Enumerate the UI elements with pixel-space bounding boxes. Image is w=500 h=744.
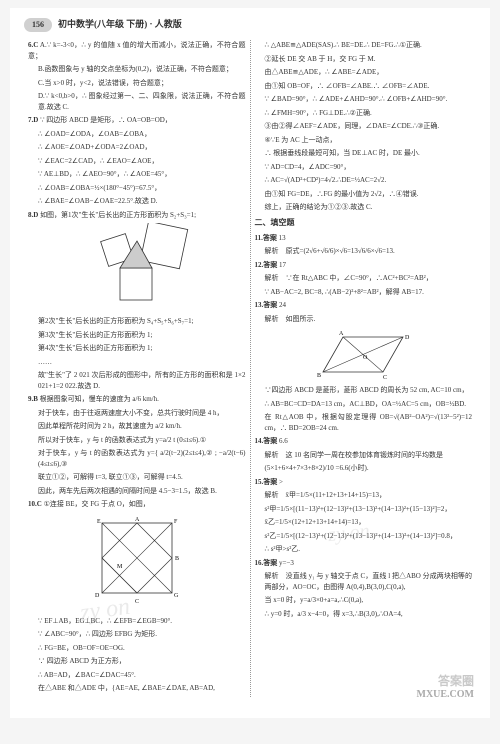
q16-e1: 解析 没直线 y₁ 与 y 轴交于点 C，直线 l 把△ABO 分成两块相等的两… (255, 571, 473, 592)
svg-text:E: E (97, 519, 101, 525)
q7-7: ∴ ∠BAE=∠OAB−∠OAE=22.5°.故选 D. (28, 196, 246, 207)
r-12: 由①知 FG=DE，∴FG 的最小值为 2√2，∴④错误. (255, 189, 473, 200)
svg-text:D: D (405, 335, 410, 341)
q10-7: 在△ABE 和△ADE 中，{AE=AE, ∠BAE=∠DAE, AB=AD, (28, 683, 246, 694)
svg-text:O: O (363, 355, 368, 361)
q16-e2: 当 x=0 时，y=a/3×0+a=a,∴C(0,a), (255, 595, 473, 606)
r-11: ∴ AC=√(AD²+CD²)=4√2.∴DE=½AC=2√2. (255, 175, 473, 186)
svg-text:B: B (175, 556, 179, 562)
q10: 10.C ①连接 BE，交 FG 于点 O，如图， (28, 499, 246, 510)
page-title: 初中数学(八年级 下册) · 人教版 (58, 18, 182, 32)
q9-2: 对于快车，由于往返两速度大小不变，总共行驶时间是 4 h， (28, 408, 246, 419)
q7-3: ∴ ∠AOE=∠OAD+∠ODA=2∠OAD， (28, 142, 246, 153)
r-4: 由①知 OB=OF，∴ ∠OFB=∠ABE.∴ ∠OFB=∠ADE. (255, 81, 473, 92)
r-5: ∵ ∠BAD=90°，∴ ∠ADE+∠AHD=90°.∴ ∠OFB+∠AHD=9… (255, 94, 473, 105)
q13-figure: A D B C O (313, 327, 413, 382)
q9-6: 联立①②，可解得 t=3, 联立①③，可解得 t=4.5. (28, 472, 246, 483)
q11: 11.答案 13 (255, 233, 473, 244)
q8-2: 第2次"生长"后长出的正方形面积为 S₄+S₅+S₆+S₇=1; (28, 316, 246, 327)
page-container: 156 初中数学(八年级 下册) · 人教版 6.C A.∵ k=-3<0，∴ … (10, 8, 490, 718)
q9-4: 所以对于快车，y 与 t 的函数表达式为 y=a/2 t (0≤t≤6).① (28, 435, 246, 446)
q7-4: ∵ ∠EAC=2∠CAD，∴ ∠EAO=∠AOE， (28, 156, 246, 167)
svg-text:B: B (317, 373, 321, 379)
q10-2: ∵ EF⊥AB，EG⊥BC，∴ ∠EFB=∠EGB=90°. (28, 616, 246, 627)
q6-b: B.函数图象与 y 轴的交点坐标为(0,2)，说法正确，不符合题意； (28, 64, 246, 75)
left-column: 6.C A.∵ k=-3<0，∴ y 的值随 x 值的增大而减小，说法正确，不符… (24, 40, 250, 697)
right-column: ∴ △ABE≌△ADE(SAS).∴ BE=DE.∴ DE=FG.∴①正确. ②… (251, 40, 477, 697)
watermark-url: MXUE.COM (417, 687, 475, 702)
q14: 14.答案 6.6 (255, 436, 473, 447)
q11-e: 解析 原式=(2√6+√6/6)×√6=13√6/6×√6=13. (255, 246, 473, 257)
r-7: ③由②得∠AEF=∠ADE，同理，∠DAE=∠CDE.∴③正确. (255, 121, 473, 132)
q16: 16.答案 y=−3 (255, 558, 473, 569)
q6-d: D.∵ k<0,b>0，∴ 图象经过第一、二、四象限，说法正确，不符合题意.故选… (28, 91, 246, 112)
q9: 9.B 根据图象可知，慢车的速度为 a/6 km/h. (28, 394, 246, 405)
q13-e2: ∵四边形 ABCD 是菱形，菱形 ABCD 的周长为 52 cm, AC=10 … (255, 385, 473, 396)
q12-e1: 解析 ∵在 Rt△ABC 中，∠C=90°，∴AC²+BC²=AB²， (255, 273, 473, 284)
q7-5: ∵ AE⊥BD，∴ ∠AEO=90°，∴ ∠AOE=45°， (28, 169, 246, 180)
q13-e: 解析 如图所示. (255, 314, 473, 325)
q10-5: ∵ 四边形 ABCD 为正方形， (28, 656, 246, 667)
q8-6: 故"生长"了 2 021 次后形成的图形中，所有的正方形的面积和是 1×2 02… (28, 370, 246, 391)
q10-4: ∴ FG=BE，OB=OF=OE=OG. (28, 643, 246, 654)
r-6: ∴ ∠FMH=90°，∴ FG⊥DE.∴②正确. (255, 108, 473, 119)
q7-2: ∴ ∠OAD=∠ODA，∠OAB=∠OBA， (28, 129, 246, 140)
page-number-badge: 156 (24, 18, 52, 32)
q13-e4: 在 Rt△AOB 中，根据勾股定理得 OB=√(AB²−OA²)=√(13²−5… (255, 412, 473, 433)
q15-e2: s²甲=1/5×[(11−13)²+(12−13)²+(13−13)²+(14−… (255, 504, 473, 515)
q8-3: 第3次"生长"后长出的正方形面积为 1; (28, 330, 246, 341)
q10-3: ∵ ∠ABC=90°，∴ 四边形 EFBG 为矩形. (28, 629, 246, 640)
r-8: ④∵E 为 AC 上一动点， (255, 135, 473, 146)
q12-e2: ∵ AB−AC=2, BC=8, ∴(AB−2)²+8²=AB²，解得 AB=1… (255, 287, 473, 298)
q6-c: C.当 x>0 时，y<2，说法错误，符合题意； (28, 78, 246, 89)
q7: 7.D ∵ 四边形 ABCD 是矩形，∴ OA=OB=OD， (28, 115, 246, 126)
r-10: ∵ AD=CD=4，∠ADC=90°， (255, 162, 473, 173)
page-header: 156 初中数学(八年级 下册) · 人教版 (24, 18, 476, 32)
q10-6: ∴ AB=AD，∠BAC=∠DAC=45°. (28, 670, 246, 681)
r-13: 综上，正确的结论为①②③.故选 C. (255, 202, 473, 213)
q7-6: ∴ ∠OAB=∠OBA=½×(180°−45°)=67.5°， (28, 183, 246, 194)
q15-e5: ∴ s²甲>s²乙. (255, 544, 473, 555)
svg-text:F: F (174, 519, 178, 525)
q14-e2: (5×1+6×4+7×3+8×2)/10 =6.6(小时). (255, 463, 473, 474)
svg-text:C: C (135, 599, 139, 605)
svg-text:M: M (117, 564, 123, 570)
q8-4: 第4次"生长"后长出的正方形面积为 1; (28, 343, 246, 354)
q15: 15.答案 > (255, 477, 473, 488)
r-9: ∴ 根据垂线段最短可知，当 DE⊥AC 时，DE 最小. (255, 148, 473, 159)
svg-text:A: A (135, 517, 140, 523)
svg-text:D: D (95, 593, 100, 599)
section-fill: 二、填空题 (255, 217, 473, 229)
q8-figure (82, 223, 192, 313)
svg-text:G: G (174, 593, 179, 599)
content-columns: 6.C A.∵ k=-3<0，∴ y 的值随 x 值的增大而减小，说法正确，不符… (24, 40, 476, 697)
svg-text:A: A (339, 331, 344, 337)
q13: 13.答案 24 (255, 300, 473, 311)
q9-5: 对于快车，y 与 t 的函数表达式为 y={ a/2(t−2)(2≤t≤4),②… (28, 448, 246, 469)
q9-3: 因此单程所花时间为 2 h，故其速度为 a/2 km/h. (28, 421, 246, 432)
q9-7: 因此，两车先后两次相遇的间隔时间是 4.5−3=1.5，故选 B. (28, 486, 246, 497)
q8-5: …… (28, 357, 246, 368)
q15-e4: s²乙=1/5×[(12−13)²+(12−13)²+(13−13)²+(14−… (255, 531, 473, 542)
q16-e3: ∴ y=0 时，a/3 x−4=0，得 x=3,∴B(3,0),∴OA=4, (255, 609, 473, 620)
r-1: ∴ △ABE≌△ADE(SAS).∴ BE=DE.∴ DE=FG.∴①正确. (255, 40, 473, 51)
r-2: ②延长 DE 交 AB 于 H，交 FG 于 M. (255, 54, 473, 65)
r-3: 由△ABE≌△ADE，∴ ∠ABE=∠ADE， (255, 67, 473, 78)
q13-e3: ∴ AB=BC=CD=DA=13 cm，AC⊥BD，OA=½AC=5 cm，OB… (255, 399, 473, 410)
q14-e1: 解析 这 10 名同学一周在校参加体育锻炼时间的平均数是 (255, 450, 473, 461)
svg-text:C: C (383, 375, 387, 381)
q10-figure: E F G D A B C M (87, 513, 187, 613)
q15-e3: x̄乙=1/5×(12+12+13+14+14)=13， (255, 517, 473, 528)
q8: 8.D 如图，第1次"生长"后长出的正方形面积为 S₂+S₃=1; (28, 210, 246, 221)
q12: 12.答案 17 (255, 260, 473, 271)
q15-e1: 解析 x̄甲=1/5×(11+12+13+14+15)=13， (255, 490, 473, 501)
q6: 6.C A.∵ k=-3<0，∴ y 的值随 x 值的增大而减小，说法正确，不符… (28, 40, 246, 61)
